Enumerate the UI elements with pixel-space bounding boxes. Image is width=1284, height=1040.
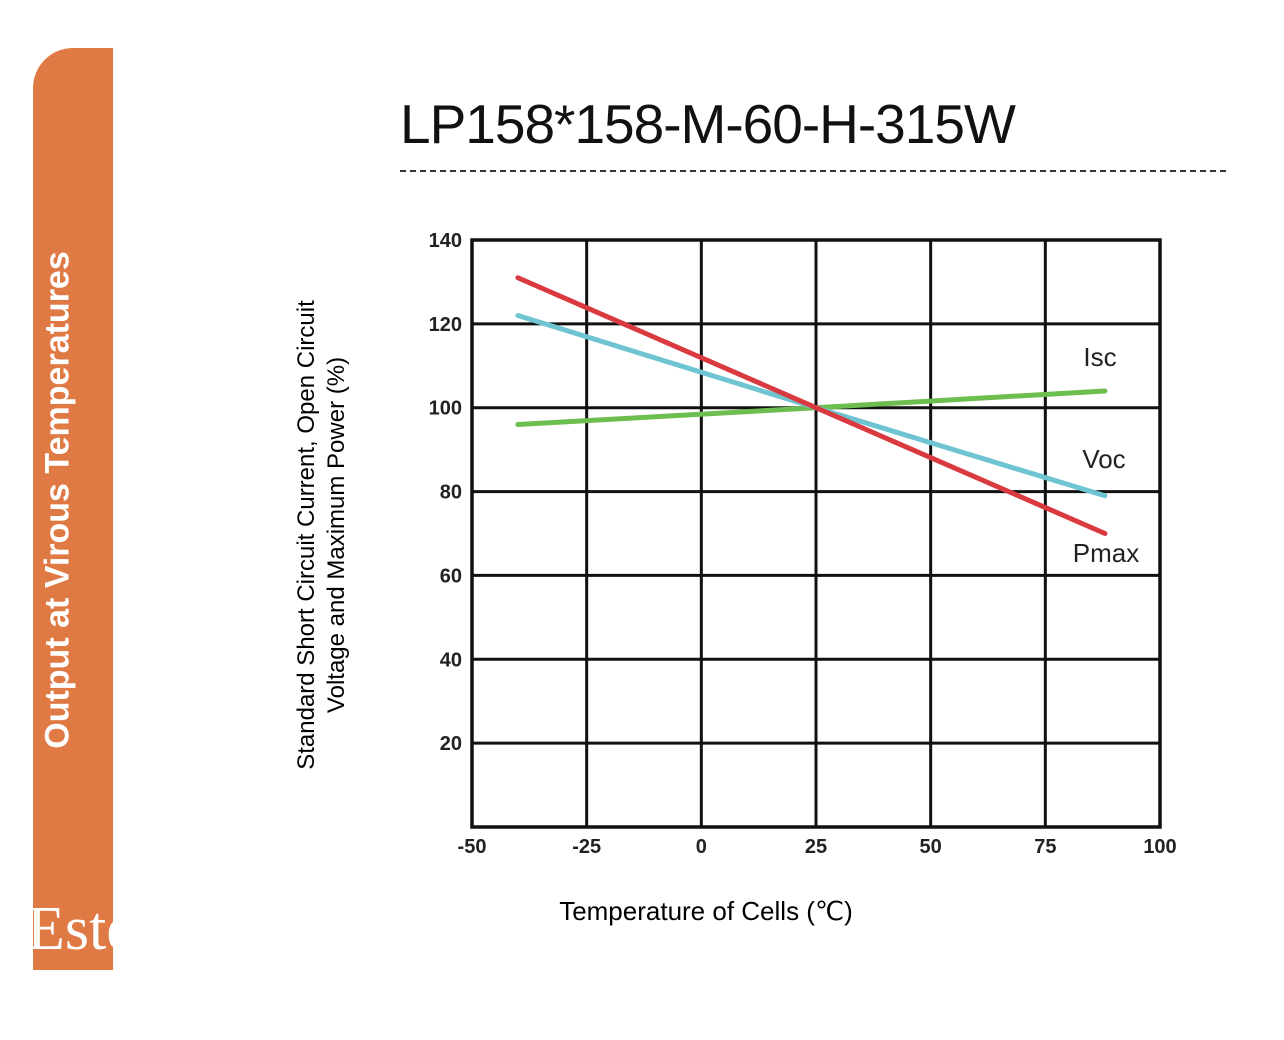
page-title: LP158*158-M-60-H-315W xyxy=(400,93,1016,155)
x-axis-label: Temperature of Cells (℃) xyxy=(559,896,853,926)
x-tick-label: -50 xyxy=(458,836,487,858)
series-label-voc: Voc xyxy=(1082,444,1125,474)
y-tick-label: 120 xyxy=(429,314,462,336)
side-tab xyxy=(33,48,113,970)
series-line-pmax xyxy=(515,275,1108,536)
brand-logo: Este xyxy=(33,890,113,970)
y-tick-label: 40 xyxy=(440,649,462,671)
x-tick-label: 75 xyxy=(1034,836,1056,858)
y-tick-label: 60 xyxy=(440,565,462,587)
series-label-pmax: Pmax xyxy=(1073,538,1139,568)
plot-frame xyxy=(470,238,1162,829)
x-tick-label: -25 xyxy=(572,836,601,858)
x-tick-label: 0 xyxy=(696,836,707,858)
x-tick-label: 50 xyxy=(920,836,942,858)
series-label-isc: Isc xyxy=(1083,342,1116,372)
y-tick-label: 20 xyxy=(440,733,462,755)
brand-text: Este xyxy=(33,895,113,963)
x-tick-label: 100 xyxy=(1143,836,1176,858)
y-tick-label: 80 xyxy=(440,482,462,504)
y-tick-label: 100 xyxy=(429,398,462,420)
y-tick-label: 140 xyxy=(429,230,462,252)
title-divider xyxy=(400,170,1226,172)
x-tick-label: 25 xyxy=(805,836,827,858)
